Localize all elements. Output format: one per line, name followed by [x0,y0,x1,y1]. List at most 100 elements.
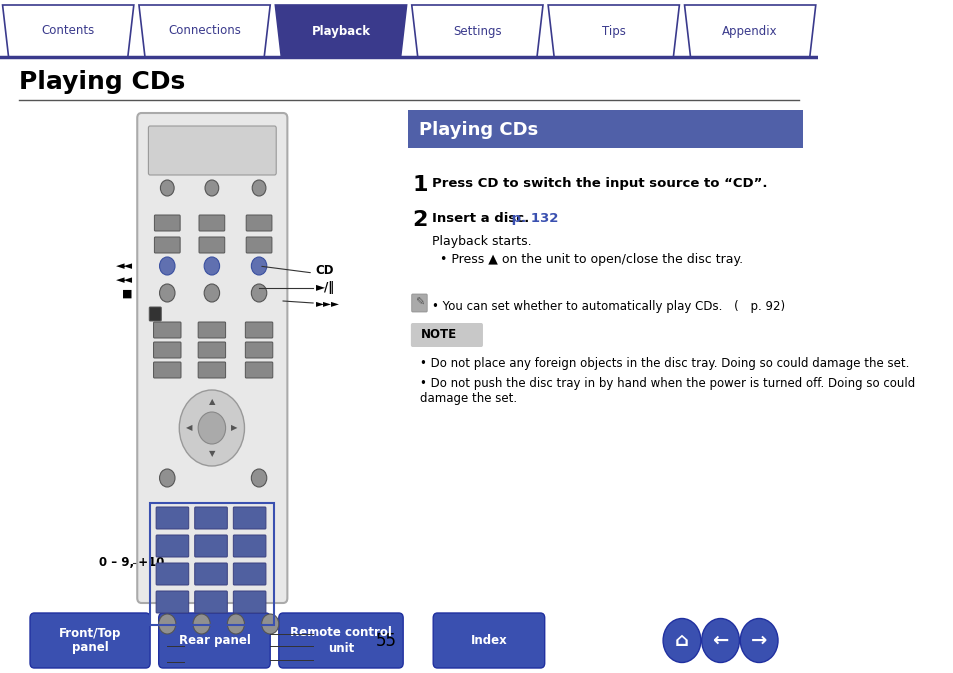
Text: Tips: Tips [601,24,625,38]
Polygon shape [412,5,542,57]
Text: Rear panel: Rear panel [178,634,250,647]
Text: CD: CD [315,264,334,277]
Circle shape [159,284,174,302]
FancyBboxPatch shape [233,535,266,557]
Circle shape [205,180,218,196]
Text: ←: ← [712,631,728,650]
Text: ◄◄: ◄◄ [116,261,132,271]
Circle shape [159,469,174,487]
Circle shape [261,614,278,634]
FancyBboxPatch shape [158,613,270,668]
Text: Insert a disc.: Insert a disc. [432,212,529,225]
Circle shape [251,284,267,302]
FancyBboxPatch shape [245,362,273,378]
Text: Playback: Playback [311,24,370,38]
Polygon shape [684,5,815,57]
Polygon shape [548,5,679,57]
FancyBboxPatch shape [233,507,266,529]
Text: NOTE: NOTE [420,328,456,341]
FancyBboxPatch shape [411,323,482,347]
FancyBboxPatch shape [233,563,266,585]
FancyBboxPatch shape [246,237,272,253]
Text: Index: Index [470,634,507,647]
Text: ◄◄: ◄◄ [116,275,132,285]
FancyBboxPatch shape [154,237,180,253]
Text: CLEAR: CLEAR [315,627,357,641]
Text: 2: 2 [413,210,428,230]
FancyBboxPatch shape [149,126,276,175]
Polygon shape [3,5,133,57]
FancyBboxPatch shape [433,613,544,668]
Circle shape [204,257,219,275]
Circle shape [227,614,244,634]
Text: Remote control
unit: Remote control unit [290,627,392,655]
Text: ▲: ▲ [209,398,215,406]
Text: 1: 1 [413,175,428,195]
Circle shape [198,412,225,444]
FancyBboxPatch shape [245,342,273,358]
FancyBboxPatch shape [137,113,287,603]
Text: Contents: Contents [42,24,94,38]
Text: • Do not push the disc tray in by hand when the power is turned off. Doing so co: • Do not push the disc tray in by hand w… [420,377,915,405]
Text: PROGRAM: PROGRAM [315,653,383,666]
Text: • You can set whether to automatically play CDs. ( p. 92): • You can set whether to automatically p… [432,300,784,313]
Circle shape [204,284,219,302]
FancyBboxPatch shape [149,307,161,321]
FancyBboxPatch shape [153,362,181,378]
FancyBboxPatch shape [233,591,266,613]
Text: • Press ▲ on the unit to open/close the disc tray.: • Press ▲ on the unit to open/close the … [439,253,742,266]
Text: Front/Top
panel: Front/Top panel [59,627,121,655]
Text: p. 132: p. 132 [506,212,558,225]
FancyBboxPatch shape [199,215,225,231]
Text: Press CD to switch the input source to “CD”.: Press CD to switch the input source to “… [432,177,767,190]
Circle shape [160,180,174,196]
FancyBboxPatch shape [194,535,227,557]
Text: • Do not place any foreign objects in the disc tray. Doing so could damage the s: • Do not place any foreign objects in th… [420,357,909,370]
Circle shape [662,618,700,662]
Text: INFO: INFO [315,639,348,653]
Text: ✎: ✎ [415,298,424,308]
Circle shape [740,618,778,662]
Text: REPEAT: REPEAT [83,656,132,668]
FancyBboxPatch shape [198,342,225,358]
FancyBboxPatch shape [194,591,227,613]
FancyBboxPatch shape [198,322,225,338]
Text: ◀: ◀ [186,423,193,433]
Text: ⌂: ⌂ [675,631,688,650]
FancyBboxPatch shape [156,507,189,529]
Circle shape [159,257,174,275]
Polygon shape [275,5,406,57]
FancyBboxPatch shape [199,237,225,253]
Circle shape [701,618,739,662]
FancyBboxPatch shape [156,563,189,585]
Text: Appendix: Appendix [721,24,777,38]
Text: 55: 55 [375,631,396,649]
Circle shape [179,390,244,466]
Text: ►►►: ►►► [315,298,339,308]
Text: Playing CDs: Playing CDs [418,121,537,139]
Text: Playback starts.: Playback starts. [432,235,532,248]
FancyBboxPatch shape [156,591,189,613]
FancyBboxPatch shape [194,507,227,529]
Text: ■: ■ [122,289,132,299]
Text: RANDOM: RANDOM [73,639,132,653]
Text: 0 – 9, +10: 0 – 9, +10 [98,557,164,569]
Text: ▶: ▶ [231,423,237,433]
FancyBboxPatch shape [408,110,802,148]
Circle shape [251,257,267,275]
FancyBboxPatch shape [194,563,227,585]
Circle shape [251,469,267,487]
FancyBboxPatch shape [153,342,181,358]
FancyBboxPatch shape [198,362,225,378]
Text: Settings: Settings [453,24,501,38]
Circle shape [158,614,175,634]
Text: Playing CDs: Playing CDs [19,70,185,94]
Text: ▼: ▼ [209,450,215,458]
Polygon shape [139,5,270,57]
FancyBboxPatch shape [245,322,273,338]
FancyBboxPatch shape [154,215,180,231]
Text: ►/‖: ►/‖ [315,281,335,295]
FancyBboxPatch shape [156,535,189,557]
FancyBboxPatch shape [153,322,181,338]
Text: Connections: Connections [168,24,241,38]
